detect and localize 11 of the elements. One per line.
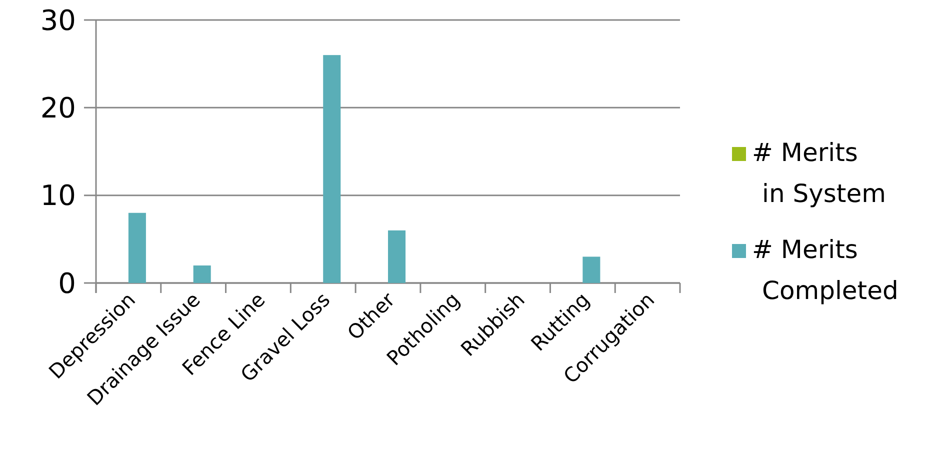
y-tick-label: 30 (40, 4, 76, 37)
bar (128, 212, 146, 283)
bar (582, 256, 600, 283)
y-tick-label: 10 (40, 179, 76, 212)
bar (193, 265, 211, 283)
bar (388, 230, 406, 283)
bar (323, 55, 341, 283)
legend-label: # Merits in System (752, 138, 886, 208)
y-tick-label: 20 (40, 91, 76, 124)
legend-label: # Merits Completed (752, 235, 898, 305)
y-tick-label: 0 (58, 266, 76, 300)
